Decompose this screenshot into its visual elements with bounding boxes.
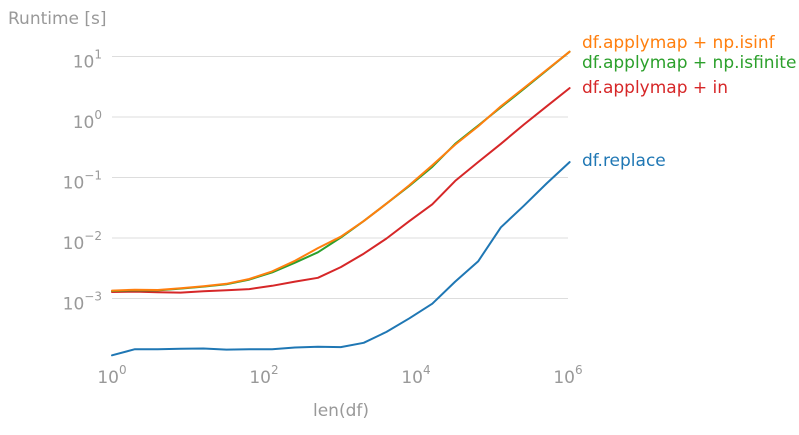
gridlines (112, 56, 568, 299)
series-label-isfinite: df.applymap + np.isfinite (582, 53, 796, 73)
y-tick-label: 100 (73, 108, 102, 133)
series-lines (111, 50, 571, 357)
x-axis-ticks: 100 102 104 106 (97, 363, 582, 388)
x-tick-label: 100 (97, 363, 126, 388)
y-axis-label: Runtime [s] (8, 9, 107, 29)
series-line-isinf (111, 50, 571, 292)
series-line-in (111, 87, 571, 294)
y-tick-label: 101 (73, 48, 102, 73)
y-tick-label: 10−3 (63, 290, 102, 315)
x-tick-label: 102 (249, 363, 278, 388)
y-tick-label: 10−2 (63, 229, 102, 254)
y-axis-ticks: 101 100 10−1 10−2 10−3 (63, 48, 102, 315)
x-tick-label: 106 (553, 363, 582, 388)
x-axis-label: len(df) (313, 401, 369, 421)
series-label-isinf: df.applymap + np.isinf (582, 33, 776, 53)
x-tick-label: 104 (401, 363, 430, 388)
y-tick-label: 10−1 (63, 169, 102, 194)
series-label-replace: df.replace (582, 151, 666, 171)
series-line-isfinite (111, 50, 571, 292)
series-label-in: df.applymap + in (582, 78, 728, 98)
series-labels: df.applymap + np.isinf df.applymap + np.… (582, 33, 796, 171)
series-line-replace (111, 161, 571, 357)
